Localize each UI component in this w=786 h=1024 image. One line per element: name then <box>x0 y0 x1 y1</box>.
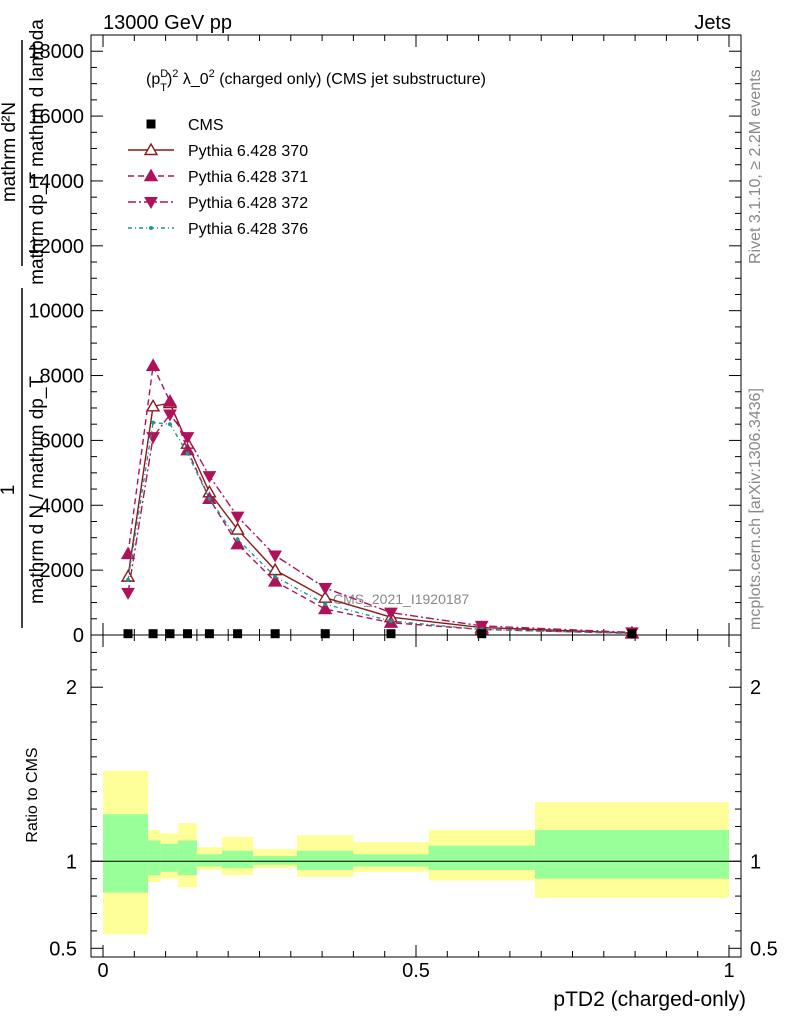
series-point-2 <box>202 471 217 484</box>
series-point-0 <box>230 522 245 535</box>
legend-marker-2 <box>144 197 158 210</box>
ratio-y-tick-label: 0.5 <box>49 938 77 960</box>
mcplots-label: mcplots.cern.ch [arXiv:1306.3436] <box>747 388 764 630</box>
series-point-3 <box>185 451 190 456</box>
legend-label-2: Pythia 6.428 372 <box>188 195 308 212</box>
ratio-inner-band-3 <box>178 840 197 876</box>
series-point-3 <box>126 577 131 582</box>
ratio-inner-band-4 <box>196 854 222 867</box>
x-tick-label: 0.5 <box>402 960 430 982</box>
legend-marker-cms <box>146 119 156 129</box>
ratio-bands <box>103 770 729 935</box>
series-point-3 <box>235 537 240 542</box>
legend-marker-3 <box>149 226 153 230</box>
y-axis-label-group: mathrm d²N mathrm dp_T mathrm d lambda 1… <box>0 19 48 628</box>
y-tick-label: 18000 <box>28 41 84 63</box>
y-tick-label: 8000 <box>40 366 85 388</box>
series-point-3 <box>167 422 172 427</box>
ratio-y-tick-label-right: 1 <box>750 851 761 873</box>
cms-data-point <box>270 629 280 639</box>
ratio-panel <box>90 634 742 958</box>
series-line-1 <box>127 363 632 635</box>
legend-label-1: Pythia 6.428 371 <box>188 169 308 186</box>
series-point-2 <box>318 582 333 595</box>
cms-data-point <box>165 629 175 639</box>
ratio-y-tick-label: 2 <box>66 677 77 699</box>
ylabel-denominator: mathrm d N / mathrm dp_T <box>27 376 48 604</box>
cms-data-point <box>183 629 193 639</box>
ratio-inner-band-5 <box>221 850 254 869</box>
cms-data-point <box>627 629 637 639</box>
ratio-inner-band-1 <box>148 840 161 876</box>
ratio-y-tick-label-right: 0.5 <box>750 938 778 960</box>
x-tick-label: 0 <box>97 960 108 982</box>
series-point-2 <box>268 550 283 563</box>
series-point-3 <box>207 496 212 501</box>
y-tick-label: 12000 <box>28 236 84 258</box>
header-left: 13000 GeV pp <box>103 12 232 34</box>
ratio-inner-band-0 <box>103 814 149 893</box>
series-point-1 <box>267 574 283 587</box>
ylabel-numerator-denominator: mathrm dp_T mathrm d lambda <box>27 19 48 285</box>
ratio-ylabel: Ratio to CMS <box>24 747 41 842</box>
rivet-label: Rivet 3.1.10, ≥ 2.2M events <box>747 69 764 264</box>
legend-marker-0 <box>143 142 159 156</box>
series-point-1 <box>120 546 136 560</box>
cms-data-point <box>477 629 487 639</box>
series-point-2 <box>180 432 195 445</box>
cms-data-point <box>386 629 396 639</box>
chart-title: (pD T)2 λ_02 (charged only) (CMS jet subs… <box>146 68 486 94</box>
y-tick-label: 10000 <box>28 301 84 323</box>
ratio-inner-band-10 <box>534 829 729 879</box>
ratio-inner-band-2 <box>160 843 179 872</box>
cms-data-point <box>320 629 330 639</box>
cms-data-point <box>148 629 158 639</box>
y-tick-label: 6000 <box>40 430 85 452</box>
ratio-y-tick-label: 1 <box>66 851 77 873</box>
legend-label-cms: CMS <box>188 117 224 134</box>
cms-data-point <box>123 629 133 639</box>
ratio-inner-band-8 <box>353 854 429 867</box>
series-point-0 <box>145 398 161 412</box>
legend-label-3: Pythia 6.428 376 <box>188 221 308 238</box>
ylabel-one: 1 <box>0 485 19 496</box>
series-point-1 <box>162 394 178 407</box>
series-point-3 <box>388 619 393 624</box>
legend: CMS Pythia 6.428 370 Pythia 6.428 371 Pythi… <box>128 117 308 238</box>
ratio-inner-band-9 <box>428 845 535 870</box>
x-tick-label: 1 <box>723 960 734 982</box>
y-tick-label: 14000 <box>28 171 84 193</box>
series-point-2 <box>121 587 135 600</box>
series-point-3 <box>323 602 328 607</box>
series-point-1 <box>145 358 161 372</box>
series-point-1 <box>230 536 245 550</box>
y-tick-label: 4000 <box>40 495 85 517</box>
cms-data-point <box>204 629 214 639</box>
legend-label-0: Pythia 6.428 370 <box>188 143 308 160</box>
series-point-3 <box>151 420 156 425</box>
ratio-inner-band-6 <box>253 856 298 865</box>
series-point-2 <box>230 511 245 524</box>
cms-data-point <box>233 629 243 639</box>
series-point-2 <box>163 409 177 422</box>
ratio-inner-band-7 <box>297 850 354 870</box>
ratio-frame <box>90 634 742 958</box>
ylabel-numerator: mathrm d²N <box>0 102 20 202</box>
series-point-1 <box>318 601 333 615</box>
y-tick-label: 2000 <box>40 560 85 582</box>
series-point-2 <box>384 607 398 620</box>
series-point-3 <box>273 574 278 579</box>
y-tick-label: 0 <box>73 625 84 647</box>
series-point-2 <box>474 620 489 633</box>
y-tick-label: 16000 <box>28 106 84 128</box>
legend-marker-1 <box>143 168 159 182</box>
x-axis-label: pTD2 (charged-only) <box>553 988 746 1011</box>
header-right: Jets <box>694 12 731 34</box>
ratio-y-tick-label-right: 2 <box>750 677 761 699</box>
